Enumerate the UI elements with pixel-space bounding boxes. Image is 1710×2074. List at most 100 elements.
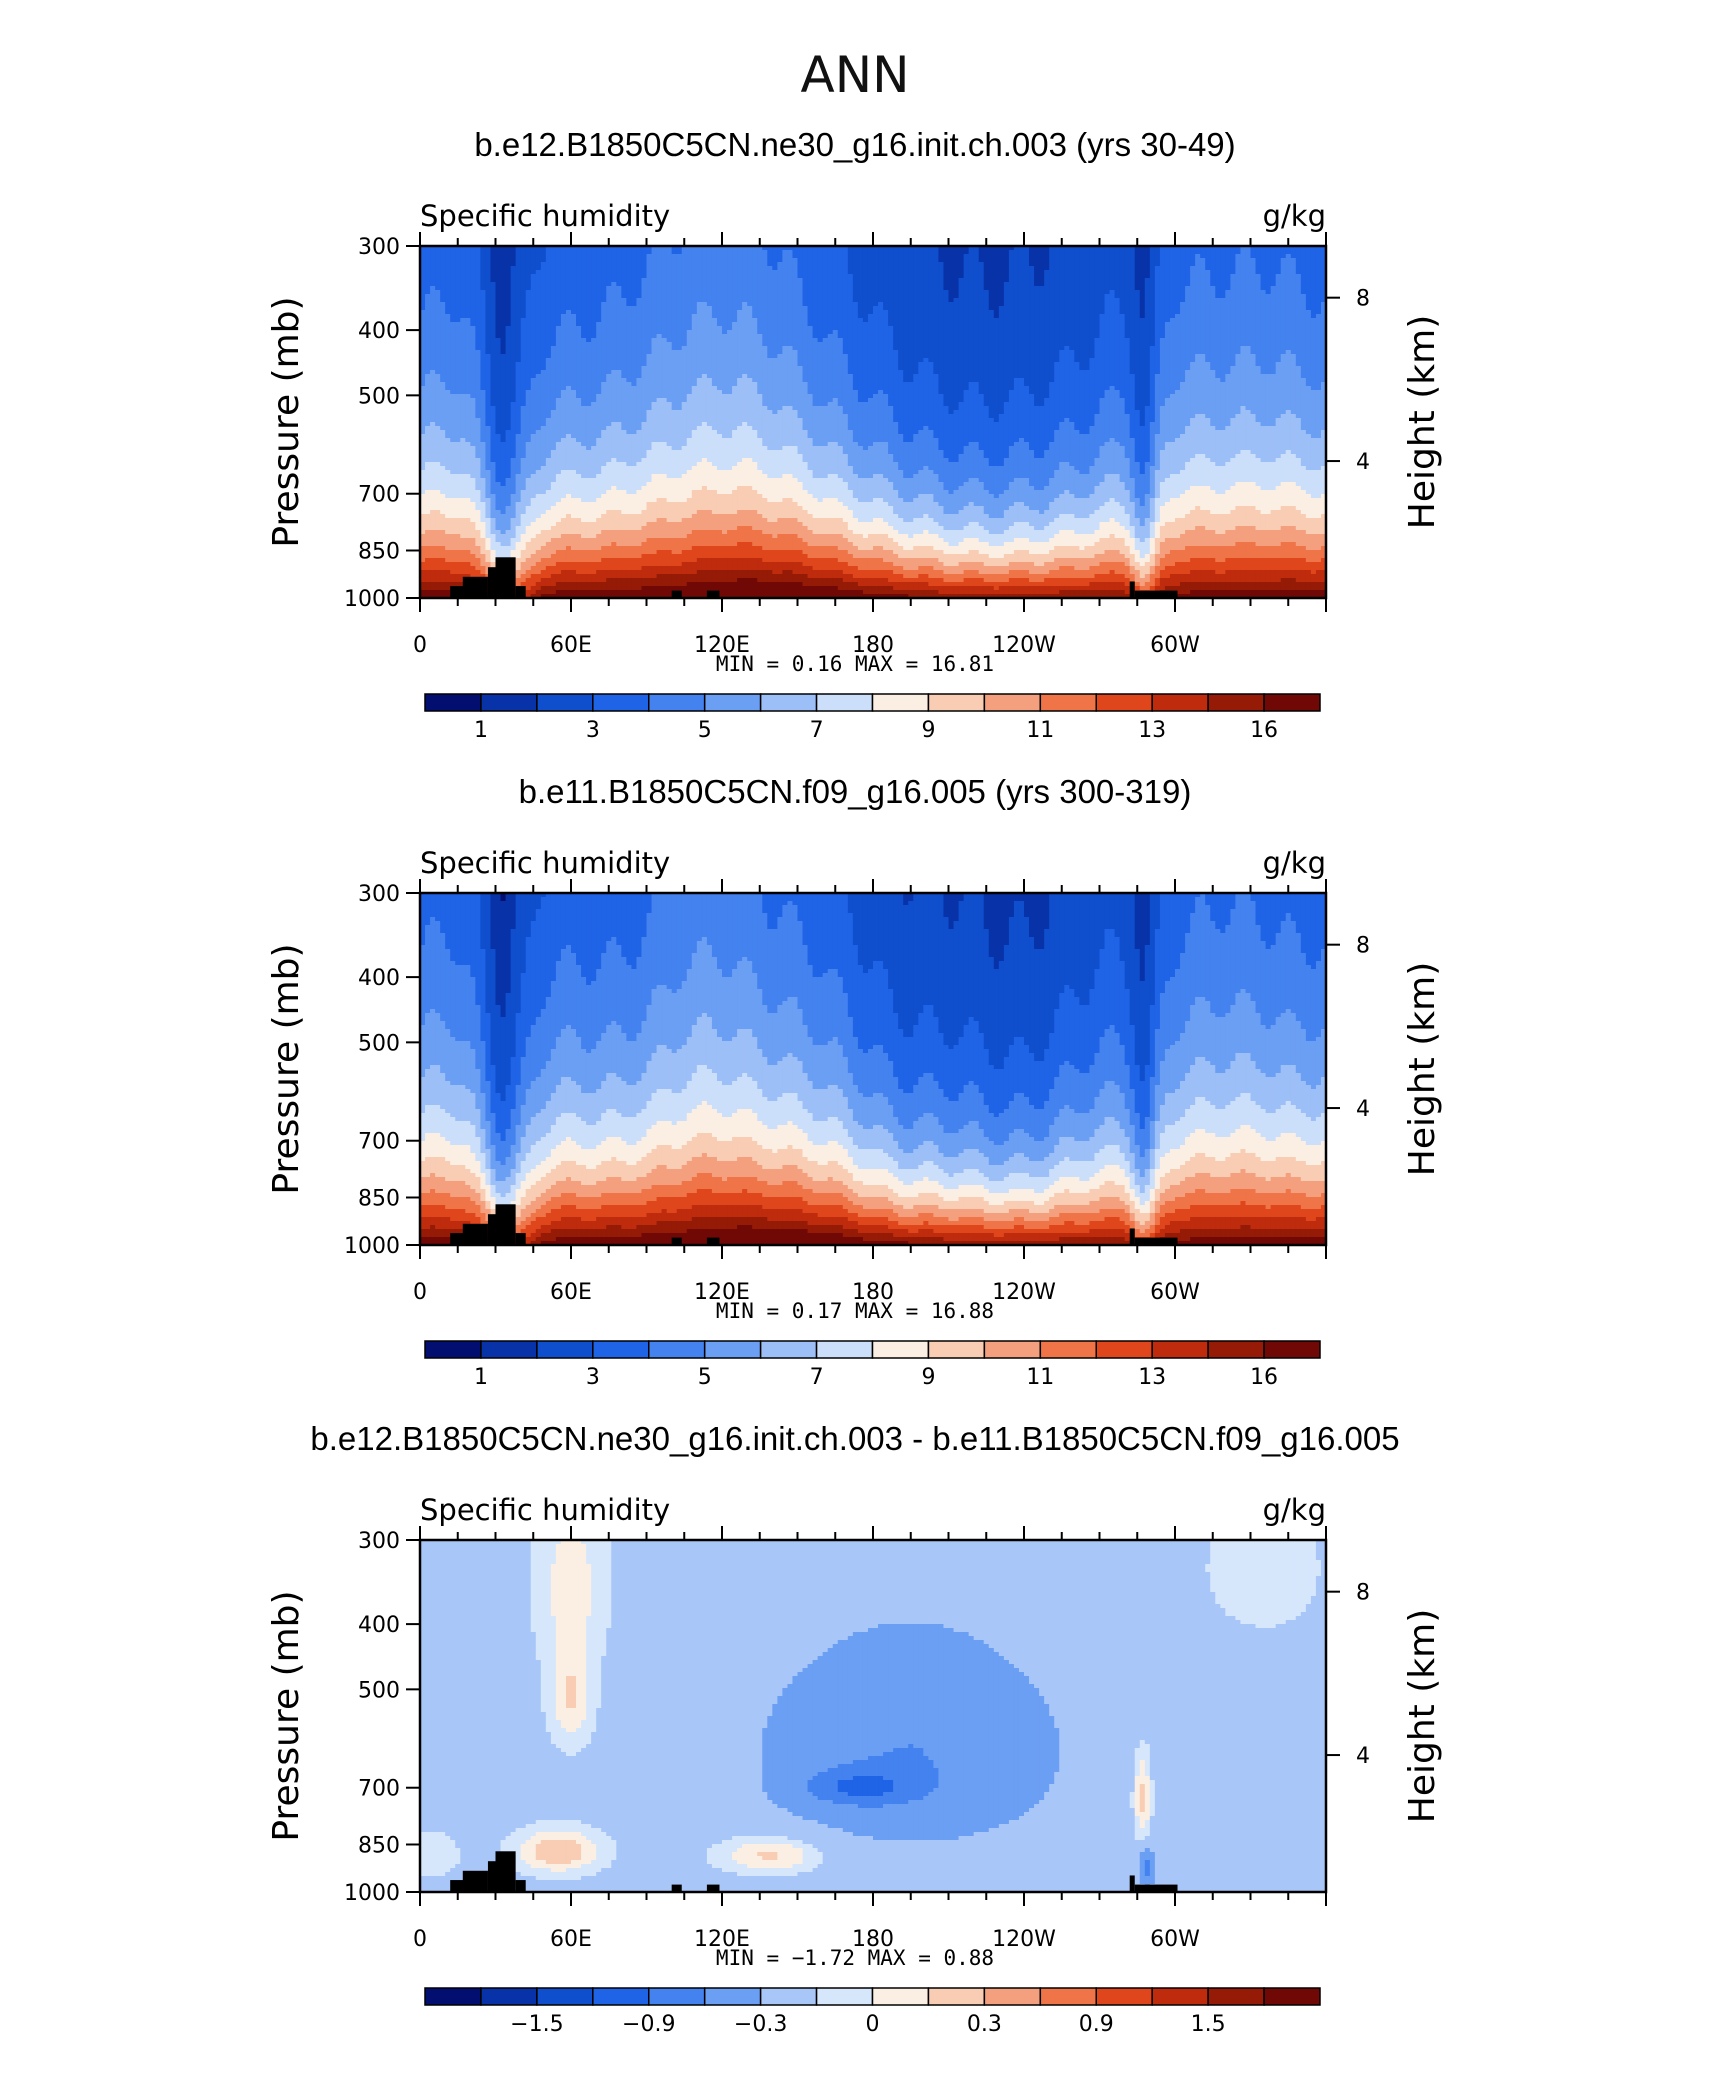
contour-cell (1120, 278, 1126, 283)
contour-cell (1185, 286, 1191, 291)
contour-cell (1110, 270, 1116, 275)
contour-cell (1271, 254, 1277, 259)
contour-cell (1004, 286, 1010, 291)
contour-cell (873, 262, 879, 267)
contour-cell (450, 258, 456, 263)
contour-cell (742, 278, 748, 283)
contour-cell (702, 282, 708, 287)
contour-cell (742, 262, 748, 267)
contour-cell (1049, 274, 1055, 279)
contour-cell (692, 286, 698, 291)
contour-cell (1251, 274, 1257, 279)
contour-cell (1210, 266, 1216, 271)
contour-cell (1115, 286, 1121, 291)
contour-cell (989, 282, 995, 287)
contour-cell (969, 278, 975, 283)
contour-cell (1024, 270, 1030, 275)
contour-cell (430, 286, 436, 291)
contour-cell (1034, 270, 1040, 275)
contour-cell (652, 294, 658, 299)
contour-cell (1079, 250, 1085, 255)
contour-cell (777, 286, 783, 291)
contour-cell (556, 250, 562, 255)
contour-cell (566, 270, 572, 275)
contour-cell (591, 278, 597, 283)
contour-cell (1084, 262, 1090, 267)
contour-cell (959, 258, 965, 263)
contour-cell (1155, 286, 1161, 291)
contour-cell (1286, 290, 1292, 295)
contour-cell (485, 262, 491, 267)
contour-cell (641, 294, 647, 299)
contour-cell (792, 262, 798, 267)
contour-cell (878, 294, 884, 299)
contour-cell (908, 270, 914, 275)
contour-cell (1069, 254, 1075, 259)
contour-cell (1251, 290, 1257, 295)
contour-cell (546, 274, 552, 279)
contour-cell (496, 250, 502, 255)
contour-cell (732, 290, 738, 295)
contour-cell (1039, 258, 1045, 263)
contour-cell (1049, 258, 1055, 263)
contour-cell (762, 250, 768, 255)
contour-cell (828, 294, 834, 299)
contour-cell (1195, 294, 1201, 299)
contour-cell (792, 258, 798, 263)
contour-cell (803, 254, 809, 259)
contour-cell (1240, 278, 1246, 283)
contour-cell (1009, 286, 1015, 291)
contour-cell (1266, 270, 1272, 275)
contour-cell (1069, 266, 1075, 271)
contour-cell (828, 250, 834, 255)
contour-cell (702, 250, 708, 255)
contour-cell (667, 294, 673, 299)
contour-cell (1261, 290, 1267, 295)
contour-cell (1185, 278, 1191, 283)
contour-cell (1175, 278, 1181, 283)
contour-cell (662, 262, 668, 267)
contour-cell (1059, 286, 1065, 291)
contour-cell (1301, 282, 1307, 287)
contour-cell (969, 266, 975, 271)
contour-cell (1215, 286, 1221, 291)
contour-cell (657, 286, 663, 291)
contour-cell (1240, 254, 1246, 259)
contour-cell (1069, 282, 1075, 287)
contour-cell (1034, 278, 1040, 283)
contour-cell (611, 278, 617, 283)
contour-cell (1291, 262, 1297, 267)
contour-cell (1140, 250, 1146, 255)
contour-cell (833, 270, 839, 275)
contour-cell (1215, 278, 1221, 283)
contour-cell (843, 274, 849, 279)
contour-cell (501, 290, 507, 295)
contour-cell (1150, 270, 1156, 275)
contour-cell (667, 286, 673, 291)
contour-cell (1155, 266, 1161, 271)
contour-cell (636, 274, 642, 279)
contour-cell (1110, 290, 1116, 295)
contour-cell (571, 290, 577, 295)
contour-cell (1276, 262, 1282, 267)
contour-cell (1286, 262, 1292, 267)
contour-cell (1094, 258, 1100, 263)
contour-cell (470, 258, 476, 263)
contour-cell (707, 294, 713, 299)
contour-cell (883, 250, 889, 255)
contour-cell (475, 262, 481, 267)
contour-cell (687, 282, 693, 287)
contour-cell (616, 290, 622, 295)
contour-cell (818, 250, 824, 255)
contour-cell (586, 250, 592, 255)
contour-cell (536, 286, 542, 291)
contour-cell (455, 290, 461, 295)
contour-cell (883, 262, 889, 267)
contour-cell (873, 286, 879, 291)
contour-cell (888, 282, 894, 287)
contour-cell (949, 282, 955, 287)
contour-cell (606, 274, 612, 279)
contour-cell (586, 258, 592, 263)
contour-cell (596, 254, 602, 259)
contour-cell (752, 266, 758, 271)
